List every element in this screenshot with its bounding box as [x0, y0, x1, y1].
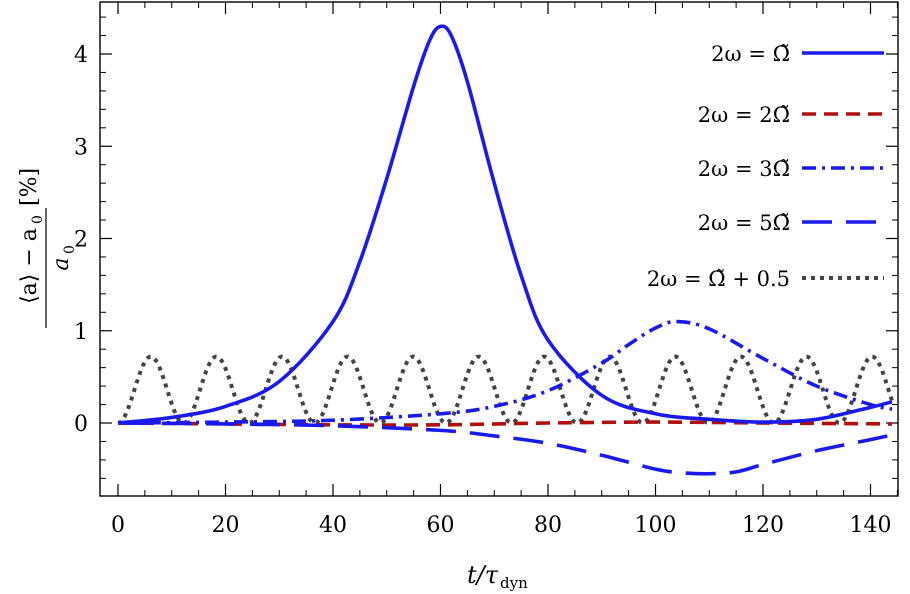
x-tick-label: 80: [534, 513, 562, 538]
legend-label-4: 2ω = 5Ω̃: [698, 211, 790, 235]
x-tick-label: 60: [427, 513, 455, 538]
x-axis-label: t/τ dyn: [467, 561, 528, 592]
y-label-unit: [%]: [17, 168, 42, 206]
ticks: 0 20 40 60 80 100 120 140 0 1 2 3 4: [74, 2, 898, 538]
x-tick-label: 20: [212, 513, 240, 538]
legend-label-1: 2ω = Ω̃: [711, 42, 790, 66]
x-tick-label: 120: [742, 513, 784, 538]
series-line-1: [117, 24, 893, 425]
x-axis-label-sub: dyn: [500, 574, 528, 592]
y-axis-label: ⟨a⟩ − a 0 a 0 [%]: [17, 168, 78, 328]
y-label-denominator: a: [49, 257, 74, 270]
x-tick-label: 40: [319, 513, 347, 538]
x-tick-label: 0: [111, 513, 125, 538]
series-layer: [117, 24, 894, 476]
y-tick-label: 2: [74, 228, 88, 253]
y-tick-label: 0: [74, 412, 88, 437]
svg-text:t/τ: t/τ: [467, 561, 499, 589]
series-line-3: [117, 319, 893, 425]
y-label-den-sub: 0: [62, 245, 78, 254]
legend-label-5: 2ω = Ω̃ + 0.5: [647, 267, 790, 291]
x-tick-label: 140: [850, 513, 892, 538]
y-tick-label: 3: [74, 135, 88, 160]
plot-frame: [99, 1, 899, 497]
legend-label-2: 2ω = 2Ω̃: [698, 103, 790, 127]
x-axis-label-main: t/τ: [467, 561, 499, 589]
legend: 2ω = Ω̃ 2ω = 2Ω̃ 2ω = 3Ω̃ 2ω = 5Ω̃ 2ω = Ω̃ +…: [647, 42, 884, 291]
x-tick-label: 100: [635, 513, 677, 538]
y-tick-label: 1: [74, 320, 88, 345]
y-tick-label: 4: [74, 43, 88, 68]
y-label-numerator: ⟨a⟩ − a: [17, 228, 42, 304]
y-label-num-sub: 0: [30, 215, 46, 224]
legend-label-3: 2ω = 3Ω̃: [698, 157, 790, 181]
series-line-4: [117, 421, 893, 476]
series-line-5: [117, 354, 894, 426]
